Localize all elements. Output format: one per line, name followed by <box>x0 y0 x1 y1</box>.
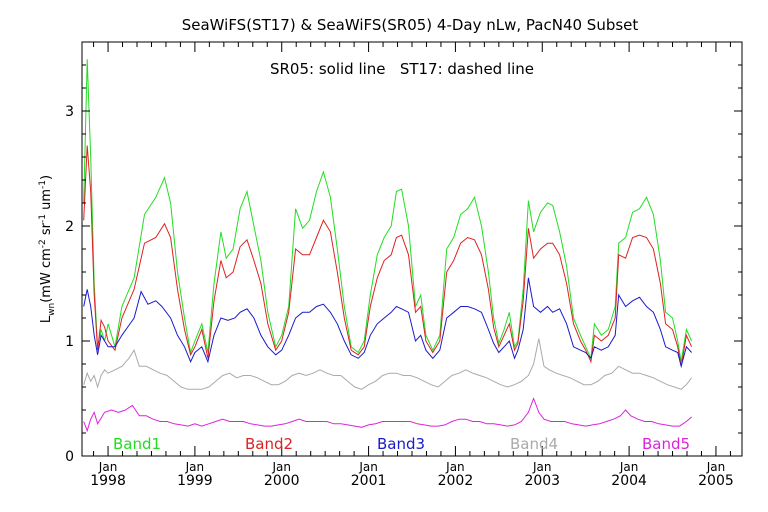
y-tick-label: 1 <box>65 334 74 350</box>
x-tick-month-label: Jan <box>706 460 726 474</box>
x-tick-year-label: 2000 <box>264 473 300 489</box>
series-line-band2 <box>83 145 693 367</box>
x-tick-month-label: Jan <box>271 460 291 474</box>
chart-subtitle: SR05: solid line ST17: dashed line <box>270 60 534 78</box>
legend-label-band1: Band1 <box>113 435 161 453</box>
y-tick-label: 3 <box>65 104 74 120</box>
series-line-band3 <box>83 277 692 369</box>
y-axis-label-main: L <box>39 315 54 323</box>
y-axis-label-mid2: um <box>39 189 54 214</box>
y-axis-label-unit-close: ) <box>39 175 54 180</box>
legend-label-band2: Band2 <box>245 435 293 453</box>
y-axis-label-sub: wn <box>47 303 57 316</box>
x-tick-month-label: Jan <box>619 460 639 474</box>
y-tick-label: 2 <box>65 219 74 235</box>
x-tick-year-label: 2004 <box>611 473 647 489</box>
series-layer <box>83 59 693 433</box>
series-line-band5 <box>83 397 692 433</box>
series-line-band4 <box>83 338 692 390</box>
y-axis-ticks: 0 1 2 3 <box>65 41 742 465</box>
y-axis-label-exp1: -2 <box>38 239 48 248</box>
y-axis-label-unit-open: (mW cm <box>39 248 54 303</box>
x-tick-year-label: 2005 <box>698 473 734 489</box>
x-tick-year-label: 2001 <box>351 473 387 489</box>
series-line-band1 <box>83 59 693 362</box>
y-tick-label: 0 <box>65 449 74 465</box>
x-tick-month-label: Jan <box>98 460 118 474</box>
legend-label-band5: Band5 <box>642 435 690 453</box>
x-tick-month-label: Jan <box>358 460 378 474</box>
x-tick-month-label: Jan <box>185 460 205 474</box>
x-tick-month-label: Jan <box>445 460 465 474</box>
legend-label-band3: Band3 <box>377 435 425 453</box>
x-tick-month-label: Jan <box>532 460 552 474</box>
x-tick-year-label: 1999 <box>177 473 213 489</box>
x-tick-year-label: 2002 <box>438 473 474 489</box>
x-tick-year-label: 2003 <box>524 473 560 489</box>
legend-label-band4: Band4 <box>510 435 558 453</box>
y-axis-label-mid1: sr <box>39 222 54 239</box>
y-axis-label: Lwn(mW cm-2 sr-1 um-1) <box>38 175 57 323</box>
y-axis-label-exp2: -1 <box>38 214 48 223</box>
x-tick-year-label: 1998 <box>90 473 126 489</box>
x-axis-ticks: Jan1998Jan1999Jan2000Jan2001Jan2002Jan20… <box>90 42 734 489</box>
legend: Band1 Band2 Band3 Band4 Band5 <box>113 435 690 453</box>
y-axis-label-exp3: -1 <box>38 180 48 189</box>
chart-title: SeaWiFS(ST17) & SeaWiFS(SR05) 4-Day nLw,… <box>182 16 639 34</box>
